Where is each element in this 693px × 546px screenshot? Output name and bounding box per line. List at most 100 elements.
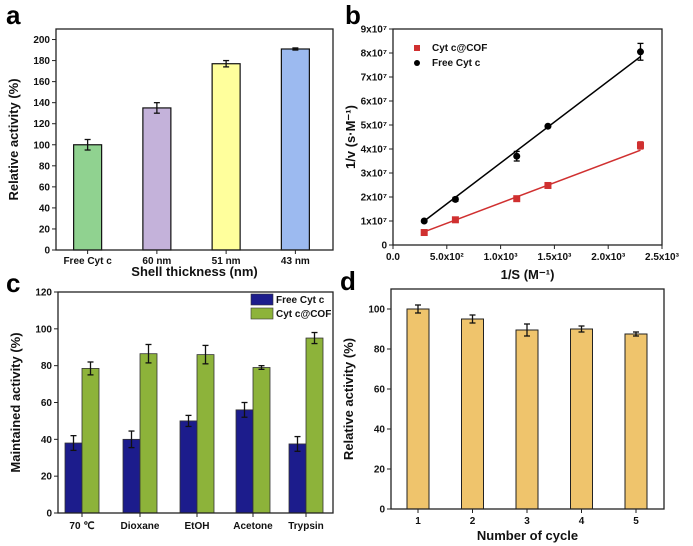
y-tick-label-d: 0 [379,505,385,516]
fit-line-series-cyt-c-cof [423,149,641,233]
panel-label-c: c [6,268,20,298]
y-axis-label-d: Relative activity (%) [341,338,356,460]
y-tick-label-b: 5x10⁷ [361,121,387,132]
data-point-series-free-cyt-c [513,152,521,160]
y-tick-label-c: 0 [46,509,52,520]
x-tick-label-c: Dioxane [121,521,160,532]
x-tick-label-d: 3 [524,516,530,527]
x-tick-label-a: 51 nm [212,256,241,267]
data-point-series-free-cyt-c [544,122,552,130]
fit-line-series-free-cyt-c [423,56,641,222]
x-tick-label-c: Trypsin [288,521,324,532]
bar-free-cyt-c [288,443,307,514]
y-tick-label-c: 80 [41,361,53,372]
x-tick-label-c: 70 ℃ [69,521,94,532]
bar-free-cyt-c [179,420,198,514]
y-tick-label-a: 0 [44,246,50,257]
y-axis-label-c: Maintained activity (%) [8,332,23,472]
y-tick-label-a: 160 [33,77,50,88]
y-tick-label-b: 7x10⁷ [361,73,387,84]
legend-label-free-cyt-c: Free Cyt c [276,295,325,306]
panel-label-b: b [345,0,361,30]
y-tick-label-a: 140 [33,98,50,109]
y-tick-label-b: 0 [381,241,387,252]
x-tick-label-b: 5.0x10² [430,252,465,263]
y-tick-label-b: 1x10⁷ [361,217,387,228]
x-tick-label-b: 0.0 [386,252,400,263]
bar-d [406,308,430,510]
y-tick-label-a: 200 [33,35,50,46]
bar-cyt-c-cof [139,353,158,514]
bar-cyt-c-cof [252,367,271,514]
bar-free-cyt-c [122,438,141,514]
legend-swatch-cyt-c-cof [250,307,274,320]
bar-a [211,63,241,251]
bar-cyt-c-cof [305,337,324,514]
x-axis-label-a: Shell thickness (nm) [131,264,257,279]
y-tick-label-a: 80 [39,161,51,172]
bar-free-cyt-c [235,409,254,514]
x-axis-label-b: 1/S (M⁻¹) [501,267,555,282]
x-tick-label-b: 2.0x10³ [591,252,626,263]
y-tick-label-a: 20 [39,224,51,235]
x-tick-label-d: 1 [415,516,421,527]
x-tick-label-d: 5 [633,516,639,527]
legend-marker-series-cyt-c-cof [414,45,420,51]
y-tick-label-a: 120 [33,119,50,130]
y-tick-label-d: 100 [368,305,385,316]
x-tick-label-a: Free Cyt c [63,256,112,267]
legend-label-series-cyt-c-cof: Cyt c@COF [432,43,487,54]
y-tick-label-c: 120 [35,288,52,299]
y-tick-label-a: 60 [39,182,51,193]
y-tick-label-c: 20 [41,472,53,483]
data-point-series-cyt-c-cof [420,229,428,237]
data-point-series-cyt-c-cof [451,216,459,224]
y-tick-label-c: 40 [41,435,53,446]
panel-label-a: a [6,0,21,30]
legend-swatch-free-cyt-c [250,293,274,306]
y-tick-label-c: 100 [35,324,52,335]
bar-a [280,48,310,251]
bar-a [73,144,103,251]
y-tick-label-b: 2x10⁷ [361,193,387,204]
y-tick-label-b: 6x10⁷ [361,97,387,108]
data-point-series-free-cyt-c [636,48,644,56]
x-tick-label-c: EtOH [185,521,210,532]
y-tick-label-a: 40 [39,203,51,214]
data-point-series-free-cyt-c [451,195,459,203]
y-axis-label-a: Relative activity (%) [6,78,21,200]
bar-d [570,328,593,510]
bar-cyt-c-cof [81,368,100,514]
y-tick-label-b: 3x10⁷ [361,169,387,180]
x-axis-label-d: Number of cycle [477,528,578,543]
x-tick-label-d: 2 [470,516,476,527]
x-tick-label-d: 4 [579,516,585,527]
bar-a [142,107,172,251]
x-tick-label-a: 60 nm [142,256,171,267]
plot-frame-c [57,291,334,514]
y-tick-label-a: 100 [33,140,50,151]
y-tick-label-b: 8x10⁷ [361,49,387,60]
bar-d [515,329,539,510]
plot-frame-a [55,28,334,251]
data-point-series-cyt-c-cof [636,141,644,149]
y-tick-label-b: 4x10⁷ [361,145,387,156]
legend-label-series-free-cyt-c: Free Cyt c [432,58,481,69]
data-point-series-cyt-c-cof [513,195,521,203]
y-axis-label-b: 1/v (s·M⁻¹) [343,105,358,169]
x-tick-label-b: 1.5x10³ [537,252,572,263]
y-tick-label-d: 20 [374,465,386,476]
y-tick-label-a: 180 [33,56,50,67]
plot-frame-d [390,288,665,510]
y-tick-label-d: 40 [374,425,386,436]
x-tick-label-a: 43 nm [281,256,310,267]
y-tick-label-d: 80 [374,345,386,356]
plot-frame-b [392,28,663,246]
bar-cyt-c-cof [196,354,215,514]
data-point-series-cyt-c-cof [544,181,552,189]
panel-label-d: d [340,266,356,296]
y-tick-label-d: 60 [374,385,386,396]
legend-marker-series-free-cyt-c [414,60,420,66]
bar-d [624,333,648,510]
